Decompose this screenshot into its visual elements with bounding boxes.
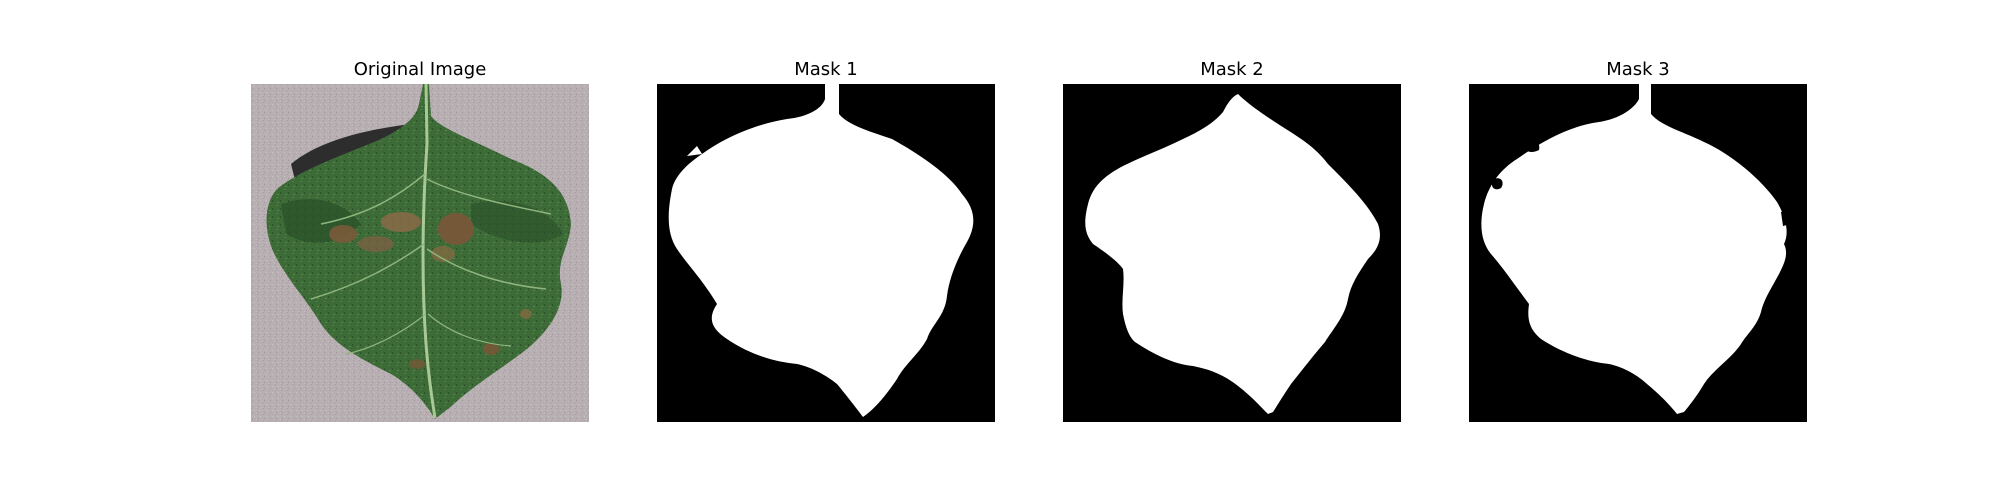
original-leaf-image [251, 84, 589, 422]
leaf-vein [310, 243, 425, 300]
leaf-lesion [520, 309, 532, 319]
leaf-vein [427, 313, 512, 347]
mask-foreground [1085, 94, 1380, 414]
mask-fragment [687, 146, 702, 156]
panel-mask-3: Mask 3 [1469, 0, 1807, 500]
leaf-vein [426, 248, 547, 290]
mask-3-image [1469, 84, 1807, 422]
panel-title: Mask 2 [1200, 59, 1264, 80]
panel-title: Original Image [353, 59, 487, 80]
leaf-lesion [409, 359, 425, 369]
mask-hole [1524, 141, 1540, 152]
panel-title: Mask 3 [1606, 59, 1670, 80]
leaf-shading [471, 200, 563, 243]
leaf-lesion [381, 212, 421, 232]
leaf-vein [320, 173, 426, 225]
mask-foreground [668, 84, 974, 417]
mask-hole [1781, 210, 1791, 226]
leaf-vein [345, 313, 427, 355]
leaf-blade [266, 84, 571, 419]
leaf-lesion [483, 343, 499, 355]
mask-1-image [657, 84, 995, 422]
panel-mask-1: Mask 1 [657, 0, 995, 500]
mask-2-image [1063, 84, 1401, 422]
leaf-lesion [438, 213, 474, 245]
leaf-midrib [421, 84, 437, 419]
leaf-lesion [431, 246, 455, 262]
panel-original: Original Image [251, 0, 589, 500]
leaf-lesion [329, 225, 357, 243]
mask-hole [1491, 178, 1503, 190]
mask-foreground [1481, 84, 1787, 414]
leaf-vein [426, 178, 552, 215]
panel-title: Mask 1 [794, 59, 858, 80]
panel-mask-2: Mask 2 [1063, 0, 1401, 500]
leaf-lesion [358, 236, 394, 252]
